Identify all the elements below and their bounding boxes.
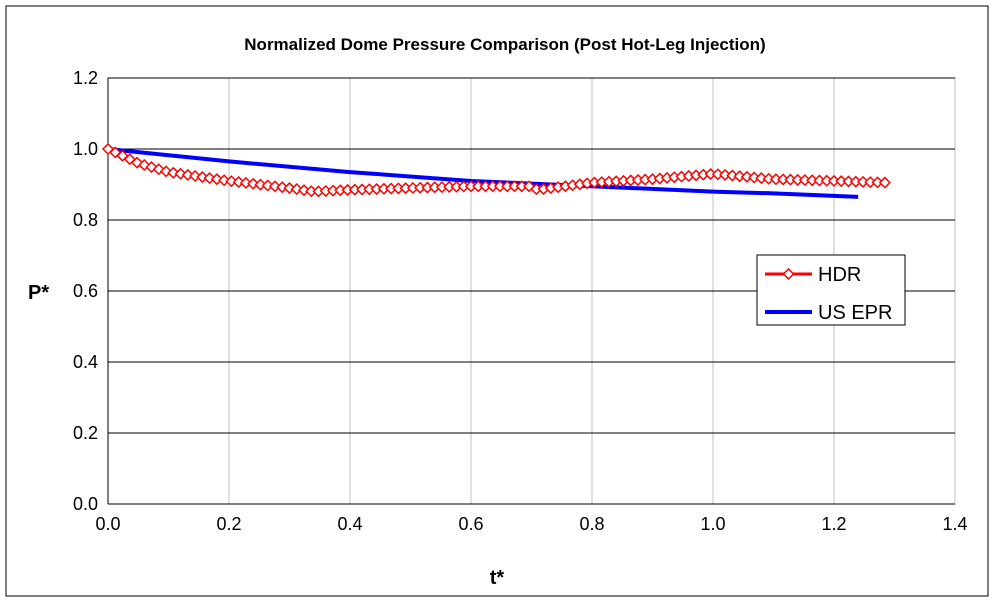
- legend-us-epr-label: US EPR: [818, 302, 892, 324]
- hdr-data-point: [232, 176, 245, 189]
- x-tick-label: 0.0: [95, 514, 120, 534]
- hdr-data-point: [203, 172, 216, 185]
- x-tick-label: 0.8: [579, 514, 604, 534]
- legend: HDR US EPR: [756, 254, 906, 326]
- hdr-data-point: [189, 169, 202, 183]
- legend-hdr-label: HDR: [818, 264, 861, 286]
- hdr-data-point: [210, 173, 223, 186]
- hdr-data-point: [196, 170, 209, 184]
- hdr-data-point: [261, 179, 274, 192]
- y-tick-label: 0.2: [73, 423, 98, 443]
- hdr-data-point: [276, 181, 289, 194]
- x-axis-label: t*: [490, 567, 505, 589]
- x-tick-label: 0.2: [216, 514, 241, 534]
- hdr-data-point: [167, 166, 180, 179]
- hdr-data-point: [247, 177, 260, 190]
- y-tick-label: 0.6: [73, 281, 98, 301]
- x-tick-label: 1.4: [942, 514, 967, 534]
- hdr-data-point: [225, 175, 238, 188]
- hdr-data-point: [239, 176, 253, 189]
- hdr-data-point: [878, 176, 891, 189]
- hdr-data-point: [762, 172, 775, 185]
- hdr-data-point: [290, 183, 303, 196]
- hdr-data-point: [181, 168, 194, 181]
- hdr-data-point: [755, 172, 768, 185]
- x-tick-label: 0.4: [337, 514, 362, 534]
- hdr-data-point: [297, 184, 311, 197]
- hdr-data-point: [719, 168, 732, 181]
- hdr-data-point: [740, 170, 753, 183]
- hdr-data-point: [174, 167, 187, 180]
- x-tick-label: 1.0: [700, 514, 725, 534]
- y-tick-label: 0.4: [73, 352, 98, 372]
- hdr-data-point: [283, 181, 296, 195]
- hdr-data-point: [711, 168, 724, 181]
- y-axis-label: P*: [28, 282, 49, 304]
- y-tick-label: 0.0: [73, 494, 98, 514]
- hdr-data-point: [268, 180, 282, 193]
- hdr-data-point: [748, 171, 761, 184]
- chart-title: Normalized Dome Pressure Comparison (Pos…: [244, 35, 765, 54]
- hdr-data-point: [254, 178, 267, 191]
- x-tick-label: 1.2: [821, 514, 846, 534]
- x-tick-label: 0.6: [458, 514, 483, 534]
- y-tick-label: 0.8: [73, 210, 98, 230]
- hdr-data-point: [733, 170, 746, 183]
- hdr-data-point: [726, 169, 739, 182]
- legend-hdr-marker: [782, 267, 795, 281]
- y-tick-label: 1.2: [73, 68, 98, 88]
- y-tick-label: 1.0: [73, 139, 98, 159]
- hdr-data-point: [218, 174, 231, 187]
